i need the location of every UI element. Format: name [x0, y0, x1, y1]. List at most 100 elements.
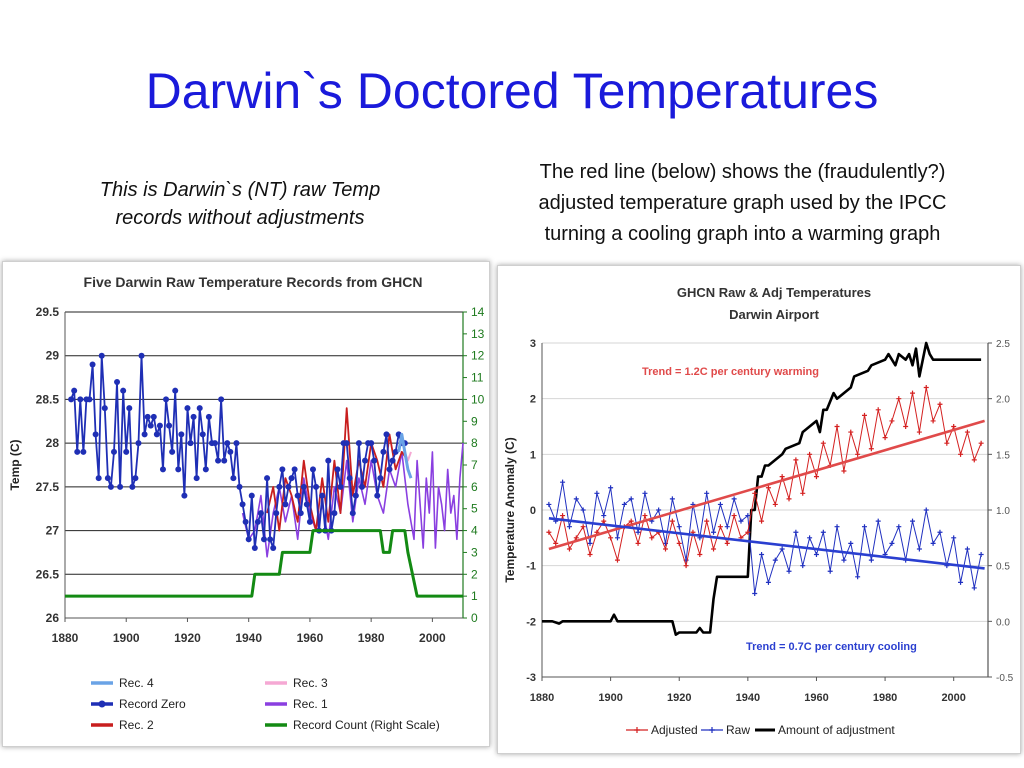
raw-point: [717, 501, 723, 507]
adjusted-point: [553, 540, 559, 546]
record-zero-point: [368, 440, 375, 447]
raw-point: [676, 524, 682, 530]
record-zero-point: [331, 510, 338, 517]
record-zero-point: [205, 413, 212, 420]
record-zero-point: [193, 475, 200, 482]
record-zero-point: [349, 510, 356, 517]
record-zero-point: [153, 431, 160, 438]
chart-title: Five Darwin Raw Temperature Records from…: [84, 274, 423, 290]
adjusted-point: [772, 501, 778, 507]
adjusted-point: [958, 451, 964, 457]
y-axis-label: Temperature Anomaly (C): [503, 437, 517, 582]
adjusted-point: [964, 429, 970, 435]
y2-tick-label: 11: [471, 371, 484, 385]
record-zero-point: [107, 483, 114, 490]
y2-tick-label: 9: [471, 414, 478, 428]
raw-point: [834, 524, 840, 530]
raw-point: [772, 557, 778, 563]
raw-point: [889, 540, 895, 546]
record-zero-point: [141, 431, 148, 438]
y2-tick-label: 0.0: [996, 617, 1010, 628]
y-tick-label: 29: [46, 349, 60, 363]
y2-tick-label: 7: [471, 458, 478, 472]
raw-point: [951, 535, 957, 541]
record-zero-point: [92, 431, 99, 438]
raw-point: [971, 585, 977, 591]
record-zero-point: [98, 352, 105, 359]
record-zero-point: [227, 448, 234, 455]
y2-tick-label: 1.5: [996, 450, 1010, 461]
raw-point: [896, 524, 902, 530]
y-tick-label: 1: [530, 449, 536, 461]
raw-point: [560, 479, 566, 485]
raw-point: [738, 518, 744, 524]
record-zero-point: [248, 492, 255, 499]
raw-point: [964, 546, 970, 552]
raw-records-chart-panel: Five Darwin Raw Temperature Records from…: [2, 261, 490, 747]
record-zero-point: [221, 457, 228, 464]
adjusted-point: [889, 418, 895, 424]
y-tick-label: 3: [530, 338, 536, 350]
adjusted-point: [704, 518, 710, 524]
raw-point: [711, 529, 717, 535]
legend-label-rec-4: Rec. 4: [119, 676, 154, 690]
raw-records-chart: Five Darwin Raw Temperature Records from…: [8, 274, 485, 732]
record-zero-point: [114, 378, 121, 385]
y2-tick-label: 13: [471, 327, 485, 341]
y2-tick-label: 1.0: [996, 506, 1010, 517]
record-zero-point: [355, 440, 362, 447]
series-line-record-count: [65, 529, 463, 598]
adjusted-point: [566, 546, 572, 552]
y2-tick-label: 14: [471, 305, 485, 319]
record-zero-point: [190, 413, 197, 420]
record-zero-point: [68, 396, 75, 403]
raw-point: [628, 496, 634, 502]
record-zero-point: [374, 492, 381, 499]
y-axis-label: Temp (C): [8, 439, 22, 490]
raw-adjusted-chart: GHCN Raw & Adj Temperatures Darwin Airpor…: [503, 285, 1014, 737]
record-zero-point: [175, 466, 182, 473]
raw-point: [566, 524, 572, 530]
record-zero-point: [343, 440, 350, 447]
record-zero-point: [346, 475, 353, 482]
adjusted-point: [882, 435, 888, 441]
y2-tick-label: 8: [471, 436, 478, 450]
record-zero-point: [123, 448, 130, 455]
y2-tick-label: -0.5: [996, 673, 1014, 684]
record-zero-point: [279, 466, 286, 473]
x-tick-label: 2000: [419, 631, 446, 645]
x-tick-label: 1920: [174, 631, 201, 645]
legend-label-rec-1: Rec. 1: [293, 697, 328, 711]
adjusted-point: [683, 563, 689, 569]
record-zero-point: [86, 396, 93, 403]
record-zero-point: [135, 440, 142, 447]
adjusted-point: [861, 412, 867, 418]
adjusted-point: [642, 513, 648, 519]
record-zero-point: [386, 466, 393, 473]
y-tick-label: -1: [526, 561, 536, 573]
record-zero-point: [196, 405, 203, 412]
record-zero-point: [261, 536, 267, 543]
legend-marker-record-zero: [98, 700, 106, 708]
record-zero-point: [389, 457, 396, 464]
adjusted-point: [724, 540, 730, 546]
right-caption-line-2: adjusted temperature graph used by the I…: [538, 192, 947, 214]
y2-tick-label: 4: [471, 524, 478, 538]
x-tick-label: 1960: [297, 631, 324, 645]
record-zero-point: [117, 483, 124, 490]
record-zero-point: [362, 457, 369, 464]
adjusted-point: [759, 518, 765, 524]
raw-adjusted-chart-panel: GHCN Raw & Adj Temperatures Darwin Airpor…: [497, 265, 1021, 754]
record-zero-point: [71, 387, 78, 394]
legend-label-rec-2: Rec. 2: [119, 718, 154, 732]
series-line-rec-4: [397, 432, 413, 479]
adjusted-point: [587, 552, 593, 558]
raw-point: [779, 546, 785, 552]
record-zero-point: [147, 422, 154, 429]
adjusted-point: [951, 424, 957, 429]
record-zero-point: [319, 492, 326, 499]
raw-point: [958, 579, 964, 585]
adjusted-point: [813, 474, 819, 480]
x-tick-label: 1940: [235, 631, 262, 645]
record-zero-point: [383, 431, 390, 438]
